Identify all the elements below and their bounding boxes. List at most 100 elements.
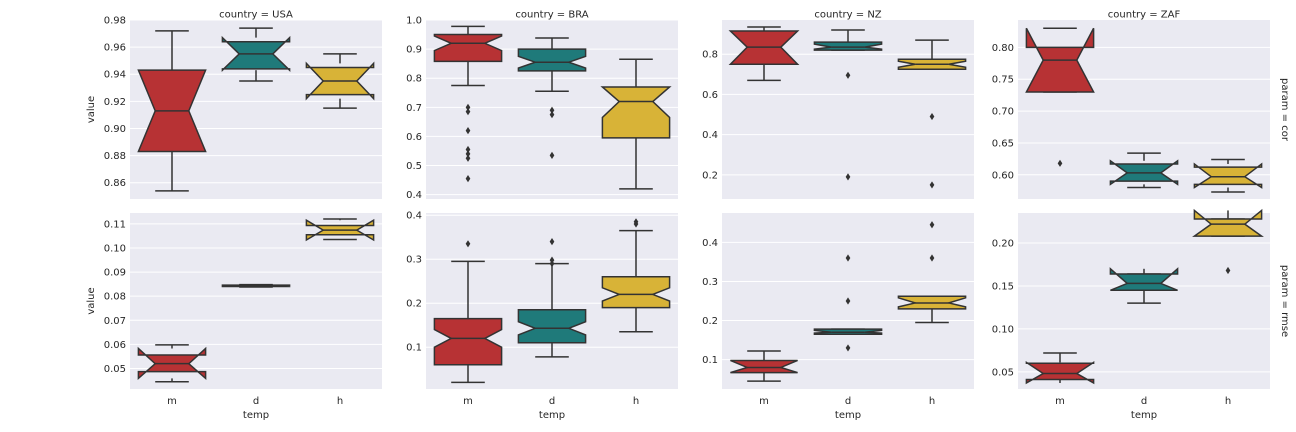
x-tick-label: h xyxy=(929,396,935,407)
outlier-point xyxy=(929,181,935,189)
x-tick-label: m xyxy=(759,396,769,407)
outlier-point xyxy=(929,112,935,121)
y-tick-label: 0.05 xyxy=(992,367,1014,378)
outlier-point xyxy=(465,175,471,183)
y-tick-label: 0.10 xyxy=(992,324,1014,335)
outlier-point xyxy=(549,238,555,246)
box-d xyxy=(1109,267,1179,304)
box-body xyxy=(1192,208,1264,237)
outlier-point xyxy=(1057,159,1063,167)
x-tick-label: h xyxy=(337,396,343,407)
y-tick-label: 0.96 xyxy=(104,43,126,54)
box-d xyxy=(221,283,291,288)
x-axis-label: temp xyxy=(539,410,565,421)
y-tick-label: 0.2 xyxy=(702,170,718,181)
panel-title: country = NZ xyxy=(814,10,881,21)
panel-nz-cor: 0.2 0.4 0.6 0.8 country = NZ xyxy=(702,10,974,199)
box-h xyxy=(1192,208,1264,275)
box-body xyxy=(433,33,503,63)
y-tick-label: 0.94 xyxy=(104,70,126,81)
panel-bra-cor: 0.4 0.5 0.6 0.7 0.8 0.9 1.0 country = BRA xyxy=(406,10,678,201)
panel-usa-cor: 0.86 0.88 0.90 0.92 0.94 0.96 0.98 country = US… xyxy=(86,10,382,199)
box-m xyxy=(728,26,800,82)
panel-nz-rmse: 0.1 0.2 0.3 0.4 m d h temp xyxy=(702,213,974,421)
box-h xyxy=(600,58,672,190)
outlier-point xyxy=(465,240,471,248)
y-tick-label: 0.10 xyxy=(104,243,126,254)
outlier-point xyxy=(845,173,851,181)
box-h xyxy=(1193,158,1263,193)
outlier-point xyxy=(633,220,639,228)
box-h xyxy=(897,39,967,189)
box-m xyxy=(433,240,503,384)
panel-zaf-rmse: 0.05 0.10 0.15 0.20 m d h temp param = rmse xyxy=(992,208,1290,421)
outlier-point xyxy=(929,254,935,262)
box-body xyxy=(1109,267,1179,292)
y-tick-label: 0.4 xyxy=(702,238,718,249)
y-tick-label: 0.8 xyxy=(702,50,718,61)
box-body xyxy=(601,276,671,309)
row-title: param = cor xyxy=(1279,78,1290,142)
box-h xyxy=(601,218,671,333)
box-body xyxy=(517,48,587,72)
y-tick-label: 0.86 xyxy=(104,178,126,189)
y-tick-label: 0.11 xyxy=(104,219,126,230)
outlier-point xyxy=(845,297,851,305)
panel-title: country = ZAF xyxy=(1108,10,1181,21)
outlier-point xyxy=(549,260,555,268)
box-h xyxy=(305,218,375,242)
box-m xyxy=(730,350,798,382)
x-tick-label: m xyxy=(463,396,473,407)
y-tick-label: 0.6 xyxy=(406,132,422,143)
y-tick-label: 0.88 xyxy=(104,151,126,162)
outlier-point xyxy=(845,344,851,352)
y-tick-label: 1.0 xyxy=(406,16,422,27)
x-tick-label: m xyxy=(1055,396,1065,407)
box-d xyxy=(813,29,883,181)
x-tick-label: d xyxy=(253,396,259,407)
box-body xyxy=(600,86,672,139)
y-tick-label: 0.92 xyxy=(104,97,126,108)
box-m xyxy=(137,30,207,192)
box-d xyxy=(221,27,291,82)
y-tick-label: 0.4 xyxy=(702,130,718,141)
x-axis-label: temp xyxy=(243,410,269,421)
panel-zaf-cor: 0.60 0.65 0.70 0.75 0.80 country = ZAF param =… xyxy=(992,10,1290,199)
y-tick-label: 0.90 xyxy=(104,124,126,135)
x-tick-label: h xyxy=(633,396,639,407)
y-tick-label: 0.1 xyxy=(406,343,422,354)
outlier-point xyxy=(1225,266,1231,275)
box-m xyxy=(433,25,503,183)
outlier-point xyxy=(465,154,471,162)
box-m xyxy=(1025,27,1095,167)
y-tick-label: 0.98 xyxy=(104,16,126,27)
x-tick-label: d xyxy=(549,396,555,407)
x-axis-label: temp xyxy=(1131,410,1157,421)
y-tick-label: 0.15 xyxy=(992,281,1014,292)
y-tick-label: 0.20 xyxy=(992,239,1014,250)
y-axis-label: value xyxy=(86,96,97,123)
y-tick-label: 0.4 xyxy=(406,211,422,222)
x-tick-label: d xyxy=(845,396,851,407)
box-h xyxy=(305,53,375,109)
y-tick-label: 0.4 xyxy=(406,190,422,201)
outlier-point xyxy=(549,106,555,114)
box-d xyxy=(813,254,883,352)
y-tick-label: 0.7 xyxy=(406,103,422,114)
outlier-point xyxy=(845,71,851,79)
outlier-point xyxy=(929,221,935,229)
box-h xyxy=(897,221,967,324)
y-tick-label: 0.2 xyxy=(702,316,718,327)
outlier-point xyxy=(465,103,471,111)
y-tick-label: 0.5 xyxy=(406,161,422,172)
y-tick-label: 0.80 xyxy=(992,43,1014,54)
panel-title: country = USA xyxy=(219,10,293,21)
y-tick-label: 0.1 xyxy=(702,355,718,366)
y-tick-label: 0.60 xyxy=(992,170,1014,181)
outlier-point xyxy=(549,151,555,159)
x-tick-label: h xyxy=(1225,396,1231,407)
box-d xyxy=(517,37,587,159)
outlier-point xyxy=(465,145,471,154)
y-tick-label: 0.05 xyxy=(104,364,126,375)
